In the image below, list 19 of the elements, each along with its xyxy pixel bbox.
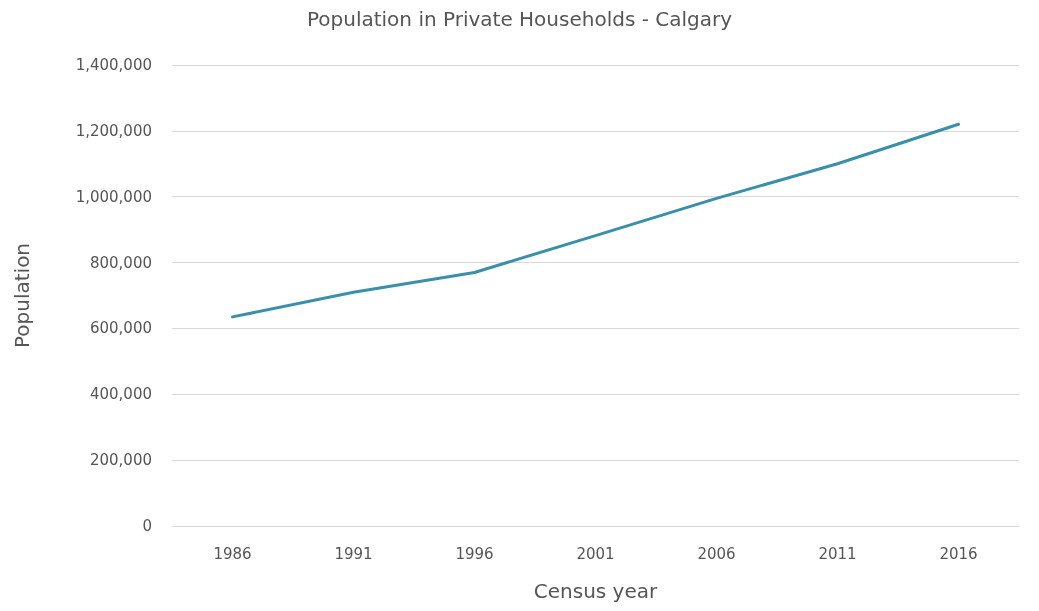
y-tick-label: 1,200,000 [75, 121, 152, 140]
x-tick-label: 2006 [697, 544, 736, 563]
y-tick-label: 600,000 [89, 319, 152, 338]
line-series [231, 122, 960, 319]
y-tick-label: 200,000 [89, 451, 152, 470]
x-tick-label: 2011 [818, 544, 857, 563]
y-tick-label: 1,000,000 [75, 187, 152, 206]
x-tick-label: 1986 [213, 544, 252, 563]
y-tick-label: 400,000 [89, 385, 152, 404]
x-tick-label: 2001 [576, 544, 615, 563]
chart-title: Population in Private Households - Calgary [306, 7, 733, 31]
x-tick-label: 2016 [939, 544, 978, 563]
y-axis-title: Population [10, 242, 34, 349]
y-tick-label: 800,000 [89, 253, 152, 272]
y-tick-label: 1,400,000 [75, 56, 152, 74]
x-axis-title: Census year [533, 579, 658, 603]
x-tick-label: 1991 [334, 544, 373, 563]
x-tick-label: 1996 [455, 544, 494, 563]
y-tick-label: 0 [142, 517, 152, 535]
